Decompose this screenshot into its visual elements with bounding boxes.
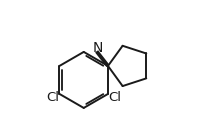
Text: Cl: Cl	[108, 91, 121, 104]
Text: Cl: Cl	[46, 91, 60, 104]
Text: N: N	[92, 41, 103, 55]
